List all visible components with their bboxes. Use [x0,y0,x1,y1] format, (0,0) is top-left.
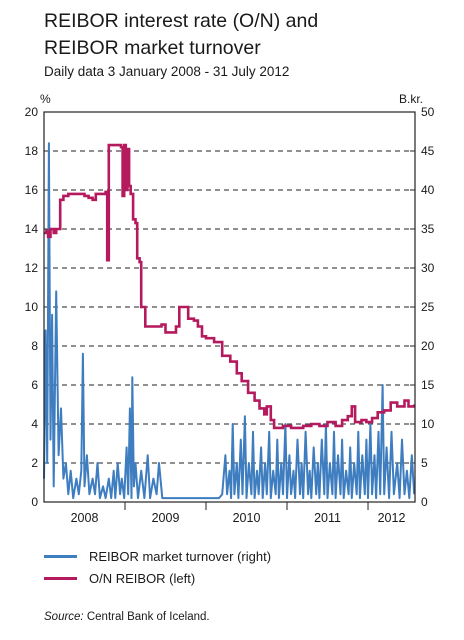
chart-title-line-1: REIBOR interest rate (O/N) and [44,10,319,32]
series-line-reibor [44,143,416,430]
left-axis-unit: % [40,92,51,106]
legend-label-turnover: REIBOR market turnover (right) [89,548,272,564]
left-tick-label: 10 [25,300,39,314]
chart-subtitle: Daily data 3 January 2008 - 31 July 2012 [44,64,290,79]
left-tick-label: 20 [25,105,39,119]
right-tick-label: 35 [421,222,435,236]
chart-legend: REIBOR market turnover (right) O/N REIBO… [44,545,271,589]
left-tick-label: 0 [31,495,38,509]
left-tick-label: 4 [31,417,38,431]
x-tick-label: 2010 [233,511,261,525]
x-tick-label: 2008 [71,511,99,525]
legend-label-reibor: O/N REIBOR (left) [89,570,196,586]
right-tick-label: 0 [421,495,428,509]
right-tick-label: 30 [421,261,435,275]
left-tick-label: 2 [31,456,38,470]
right-tick-label: 25 [421,300,435,314]
left-tick-label: 16 [25,183,39,197]
right-tick-label: 10 [421,417,435,431]
right-tick-label: 45 [421,144,435,158]
x-tick-label: 2011 [314,511,341,525]
left-tick-label: 14 [25,222,39,236]
legend-item-turnover: REIBOR market turnover (right) [44,545,271,567]
right-tick-label: 50 [421,105,435,119]
plot-frame [43,111,416,503]
legend-swatch-reibor [44,576,77,580]
left-tick-label: 8 [31,339,38,353]
right-tick-label: 20 [421,339,435,353]
left-tick-label: 12 [25,261,39,275]
chart-title: REIBOR interest rate (O/N) and REIBOR ma… [44,8,318,62]
legend-item-reibor: O/N REIBOR (left) [44,567,271,589]
right-tick-label: 40 [421,183,435,197]
x-tick-label: 2012 [378,511,406,525]
chart-title-line-2: REIBOR market turnover [44,37,261,59]
left-tick-label: 6 [31,378,38,392]
right-tick-label: 5 [421,456,428,470]
right-axis-unit: B.kr. [399,92,423,106]
x-tick-label: 2009 [152,511,180,525]
left-tick-label: 18 [25,144,39,158]
source-text: Central Bank of Iceland. [86,611,210,623]
right-tick-label: 15 [421,378,435,392]
series-line-turnover [43,142,416,500]
source-label: Source: [44,611,84,623]
legend-swatch-turnover [44,554,77,558]
source-note: Source: Central Bank of Iceland. [44,611,210,623]
